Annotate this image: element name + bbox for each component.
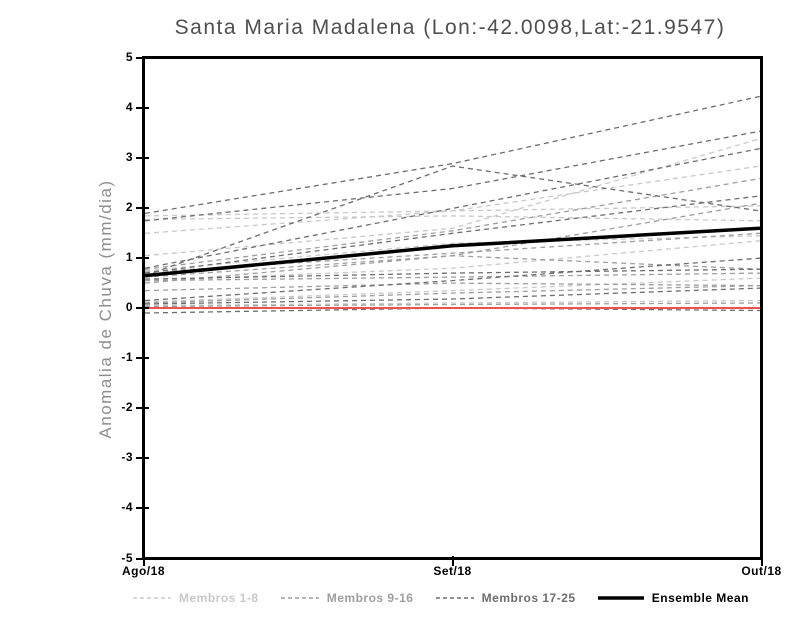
y-tick-mark [136,56,149,59]
legend-label: Membros 1-8 [179,591,259,605]
x-tick-label: Set/18 [433,564,472,578]
member-line-membros-9-16 [145,282,760,292]
member-line-membros-1-8 [145,235,760,272]
y-tick-mark [136,507,149,510]
y-tick-label: 0 [125,300,133,314]
y-tick-label: 1 [125,249,133,264]
y-tick-mark [136,156,149,159]
x-tick-mark [451,556,454,566]
x-tick-label: Ago/18 [121,564,165,578]
member-line-membros-17-25 [145,147,760,269]
member-line-membros-1-8 [145,165,760,234]
legend-label: Membros 9-16 [326,591,414,605]
x-tick-mark [142,556,145,566]
chart-title: Santa Maria Madalena (Lon:-42.0098,Lat:-… [174,16,726,39]
y-tick-mark [136,407,149,410]
member-line-membros-17-25 [145,95,760,215]
member-line-membros-1-8 [145,215,760,222]
y-tick-mark [136,457,149,460]
line-chart-svg [145,95,760,314]
member-line-membros-17-25 [145,195,760,274]
y-tick-mark [136,357,149,360]
member-line-membros-9-16 [145,272,760,282]
solid-line-sample-icon [597,596,644,600]
y-tick-mark [136,206,149,209]
member-line-membros-17-25 [145,287,760,305]
x-tick-label: Out/18 [741,564,782,578]
ensemble-mean-line [145,226,760,278]
member-line-membros-17-25 [145,165,760,277]
member-line-membros-9-16 [145,284,760,304]
member-line-membros-17-25 [145,257,760,302]
member-line-membros-9-16 [145,302,760,308]
member-line-membros-1-8 [145,299,760,307]
dashed-line-sample-icon [435,597,474,599]
member-line-membros-17-25 [145,268,760,280]
chart-legend: Membros 1-8 Membros 9-16 Membros 17-25 Ense… [133,588,749,608]
legend-item-membros-17-25: Membros 17-25 [435,591,576,605]
y-tick-mark [136,256,149,259]
dashed-line-sample-icon [280,597,319,599]
member-line-membros-9-16 [145,202,760,284]
legend-label: Ensemble Mean [651,591,749,605]
y-tick-label: -3 [121,450,133,465]
y-tick-label: -4 [121,500,133,515]
y-tick-label: 4 [125,99,133,114]
y-tick-label: -2 [121,400,133,415]
y-tick-label: -5 [121,550,133,565]
y-tick-mark [136,307,149,309]
legend-item-ensemble-mean: Ensemble Mean [597,591,749,605]
member-line-membros-1-8 [145,277,760,303]
legend-label: Membros 17-25 [481,591,576,605]
y-tick-label: 2 [125,199,133,214]
y-tick-label: 5 [125,49,133,64]
y-tick-label: 3 [125,149,133,164]
x-tick-mark [760,556,763,566]
y-tick-mark [136,106,149,109]
plot-area [142,56,763,560]
member-line-membros-17-25 [145,130,760,222]
dashed-line-sample-icon [133,597,171,599]
legend-item-membros-1-8: Membros 1-8 [133,591,259,605]
legend-item-membros-9-16: Membros 9-16 [280,591,414,605]
y-tick-label: -1 [121,350,133,365]
